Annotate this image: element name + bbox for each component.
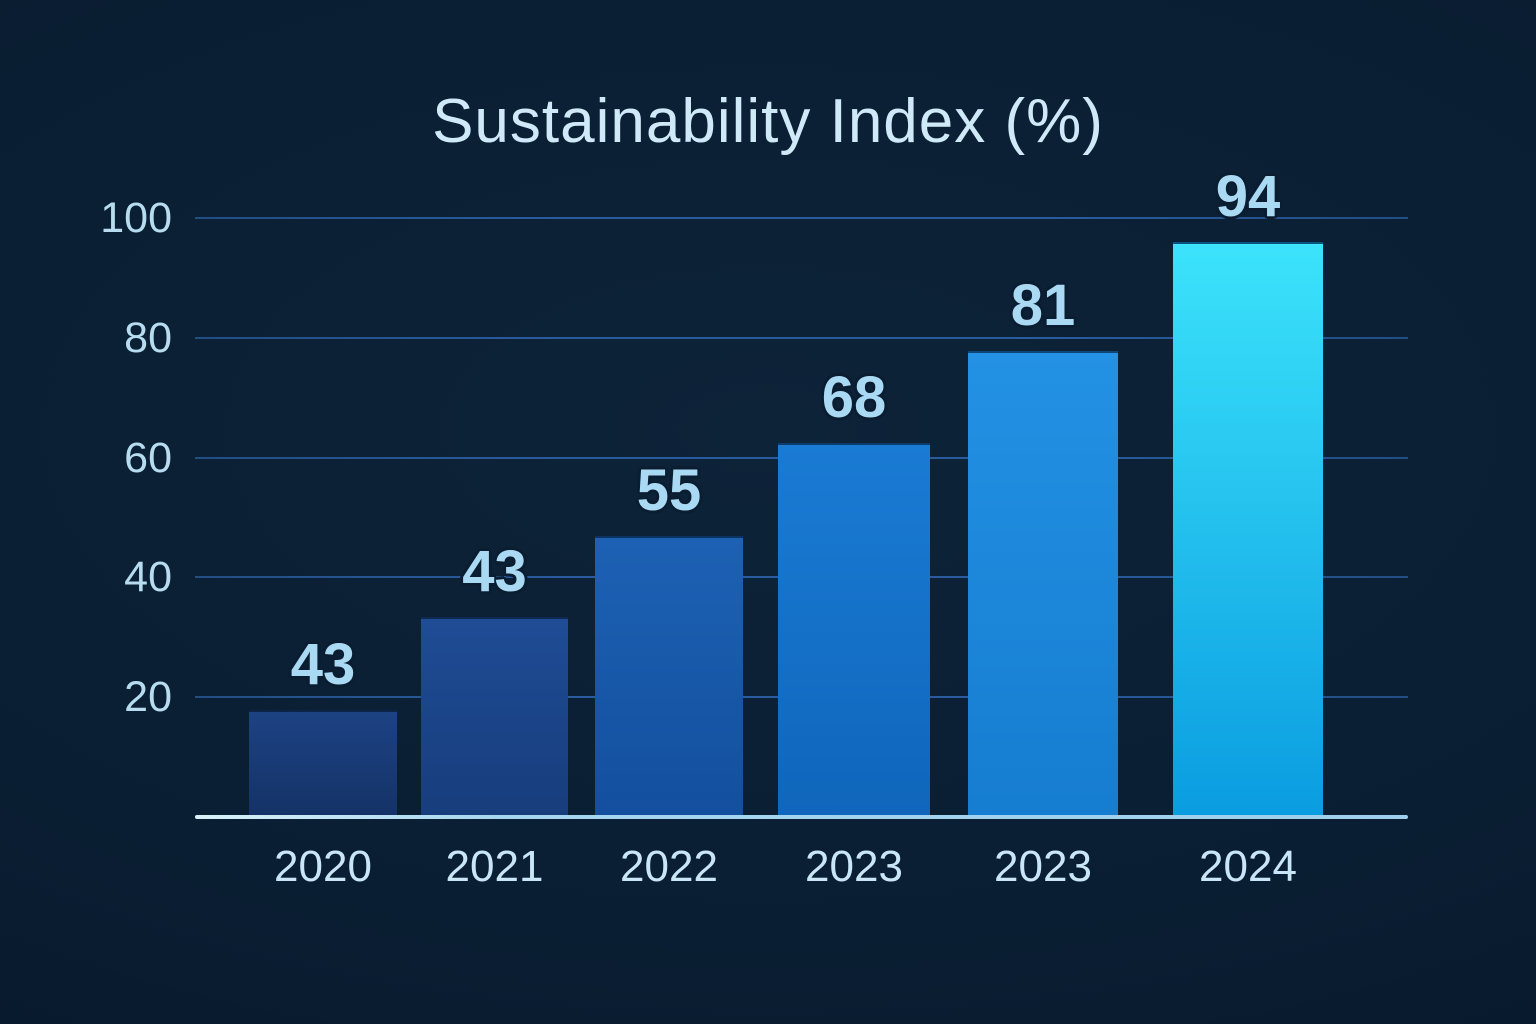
x-axis-line: [195, 815, 1408, 819]
gridline-100: [195, 217, 1408, 219]
bar-2022-55: [595, 535, 743, 817]
bar-2021-43: [421, 617, 568, 817]
bar-2024-94: [1173, 241, 1323, 817]
bar-value-label-2020: 43: [290, 632, 356, 698]
bar-value-label-2022: 55: [636, 457, 702, 523]
y-tick-label-20: 20: [124, 673, 172, 722]
plot-area: 43 43 55 68 81 94: [195, 164, 1408, 817]
gridline-80: [195, 336, 1408, 339]
bar-value-label-2023: 81: [1010, 272, 1076, 338]
bar-value-label-2021: 43: [462, 539, 527, 605]
y-tick-label-100: 100: [100, 194, 172, 242]
x-tick-label-3-2023: 2023: [805, 842, 903, 891]
bar-2023-81: [968, 350, 1118, 817]
bar-2023-68: [778, 443, 930, 817]
y-tick-label-80: 80: [124, 313, 172, 362]
x-tick-label-4-2023: 2023: [994, 842, 1092, 891]
x-tick-label-0-2020: 2020: [274, 842, 372, 891]
y-tick-label-60: 60: [124, 433, 172, 482]
bar-value-label-2024: 94: [1215, 163, 1281, 229]
bar-value-label-2023: 68: [821, 365, 887, 431]
y-tick-label-40: 40: [124, 553, 172, 602]
x-tick-label-2-2022: 2022: [620, 842, 718, 891]
bar-2020-43: [249, 710, 397, 817]
chart-title: Sustainability Index (%): [432, 87, 1104, 156]
x-tick-label-1-2021: 2021: [445, 842, 544, 891]
x-tick-label-5-2024: 2024: [1199, 842, 1297, 891]
